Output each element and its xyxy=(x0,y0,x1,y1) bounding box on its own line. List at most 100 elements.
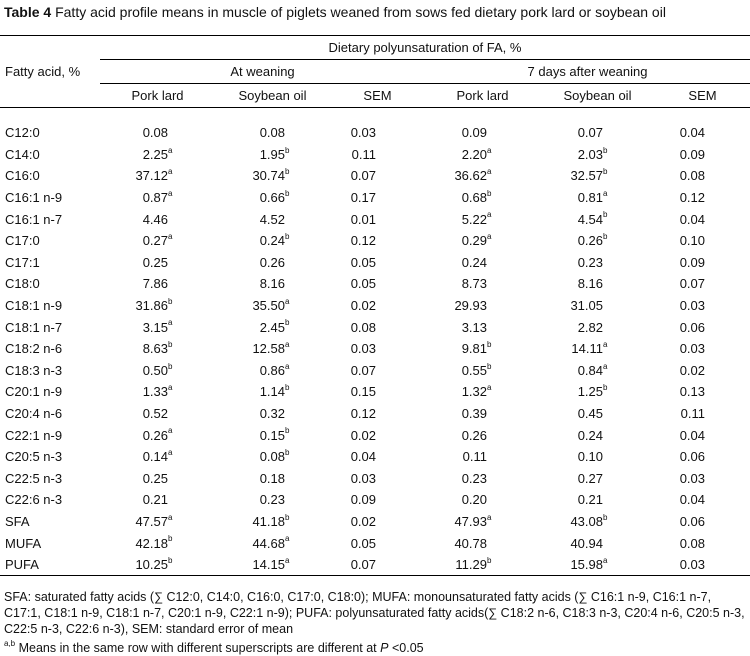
row-label: C18:1 n-7 xyxy=(5,319,63,335)
cell-value: 32.57 xyxy=(570,168,603,184)
table-cell: 0.04 xyxy=(655,208,750,230)
cell-value: 0.08 xyxy=(679,168,705,184)
cell-value: 0.81 xyxy=(577,190,603,206)
cell-value: 14.15 xyxy=(252,557,285,573)
table-title: Table 4 Fatty acid profile means in musc… xyxy=(4,4,666,20)
table-row: PUFA 10.25b 14.15a 0.07 11.29b 15.98a 0.03 xyxy=(0,554,750,576)
table-cell: 37.12a xyxy=(135,167,173,184)
table-cell: 0.15b xyxy=(259,426,290,443)
table-cell: 47.93a xyxy=(454,512,492,529)
column-header: Soybean oil xyxy=(215,83,330,108)
cell-value: 4.46 xyxy=(142,211,168,227)
table-cell: 42.18b xyxy=(135,534,173,551)
cell-value: 0.07 xyxy=(577,125,603,141)
cell-value: 0.86 xyxy=(259,362,285,378)
table-cell: 2.45b xyxy=(259,318,290,335)
cell-value: 2.03 xyxy=(577,146,603,162)
cell-value: 0.52 xyxy=(142,406,168,422)
table-cell: 0.10 xyxy=(655,230,750,252)
cell-value: 0.29 xyxy=(461,233,487,249)
cell-value: 0.25 xyxy=(142,254,168,270)
cell-value: 0.09 xyxy=(461,125,487,141)
table-cell: 0.32 xyxy=(215,403,330,425)
cell-value: 0.04 xyxy=(679,211,705,227)
table-cell: 0.08 xyxy=(655,165,750,187)
table-row: C18:2 n-6 8.63b 12.58a 0.03 9.81b 14.11a 0.03 xyxy=(0,338,750,360)
row-label: C18:0 xyxy=(5,276,40,292)
table-cell: 2.82 xyxy=(540,316,655,338)
table-cell: 0.06 xyxy=(655,511,750,533)
cell-value: 2.45 xyxy=(259,319,285,335)
cell-value: 0.21 xyxy=(577,492,603,508)
cell-value: 0.32 xyxy=(259,406,285,422)
group-header: 7 days after weaning xyxy=(425,59,750,84)
cell-value: 0.08 xyxy=(259,125,285,141)
row-label: C20:5 n-3 xyxy=(5,449,63,465)
table-row: C20:1 n-9 1.33a 1.14b 0.15 1.32a 1.25b 0.13 xyxy=(0,381,750,403)
cell-value: 0.39 xyxy=(461,406,487,422)
row-label: C16:1 n-9 xyxy=(5,190,63,206)
cell-value: 3.15 xyxy=(142,319,168,335)
cell-value: 10.25 xyxy=(135,557,168,573)
cell-value: 0.10 xyxy=(577,449,603,465)
table-cell: 4.46 xyxy=(100,208,215,230)
cell-value: 0.15 xyxy=(259,427,285,443)
cell-value: 0.08 xyxy=(259,449,285,465)
cell-value: 0.23 xyxy=(577,254,603,270)
cell-value: 0.01 xyxy=(350,211,376,227)
cell-value: 0.20 xyxy=(461,492,487,508)
row-label: C16:1 n-7 xyxy=(5,211,63,227)
table-row: C17:0 0.27a 0.24b 0.12 0.29a 0.26b 0.10 xyxy=(0,230,750,252)
cell-value: 0.27 xyxy=(577,470,603,486)
row-label: C22:5 n-3 xyxy=(5,470,63,486)
table-row: C22:6 n-3 0.21 0.23 0.09 0.20 0.21 0.04 xyxy=(0,489,750,511)
cell-value: 0.87 xyxy=(142,190,168,206)
cell-value: 29.93 xyxy=(454,298,487,314)
table-cell: 0.05 xyxy=(330,273,425,295)
table-cell: 41.18b xyxy=(252,512,290,529)
cell-value: 0.24 xyxy=(259,233,285,249)
table-number: Table 4 xyxy=(4,4,52,20)
column-header: Soybean oil xyxy=(540,83,655,108)
cell-value: 0.03 xyxy=(679,341,705,357)
table-cell: 0.03 xyxy=(655,468,750,490)
table-row: C20:4 n-6 0.52 0.32 0.12 0.39 0.45 0.11 xyxy=(0,403,750,425)
table-cell: 0.07 xyxy=(540,108,655,144)
cell-value: 0.11 xyxy=(462,449,487,465)
table-row: C16:0 37.12a 30.74b 0.07 36.62a 32.57b 0.08 xyxy=(0,165,750,187)
cell-value: 0.05 xyxy=(350,276,376,292)
table-cell: 0.10 xyxy=(540,446,655,468)
table-cell: 0.11 xyxy=(425,446,540,468)
cell-value: 0.13 xyxy=(679,384,705,400)
cell-value: 0.26 xyxy=(577,233,603,249)
table-cell: 0.02 xyxy=(330,295,425,317)
cell-value: 0.06 xyxy=(679,449,705,465)
table-cell: 0.23 xyxy=(540,252,655,274)
table-cell: 3.13 xyxy=(425,316,540,338)
table-cell: 8.16 xyxy=(215,273,330,295)
table-cell: 0.27 xyxy=(540,468,655,490)
cell-value: 0.68 xyxy=(461,190,487,206)
cell-value: 40.94 xyxy=(570,535,603,551)
cell-value: 8.63 xyxy=(142,341,168,357)
note-text: Means in the same row with different sup… xyxy=(18,641,377,656)
cell-value: 0.66 xyxy=(259,190,285,206)
cell-value: 0.26 xyxy=(259,254,285,270)
table-cell: 0.17 xyxy=(330,187,425,209)
significance-note: a,b Means in the same row with different… xyxy=(4,637,746,656)
table-cell: 0.04 xyxy=(655,424,750,446)
cell-value: 37.12 xyxy=(135,168,168,184)
row-label: MUFA xyxy=(5,535,42,551)
table-row: SFA 47.57a 41.18b 0.02 47.93a 43.08b 0.06 xyxy=(0,511,750,533)
cell-value: 0.03 xyxy=(350,341,376,357)
cell-value: 0.23 xyxy=(461,470,487,486)
cell-value: 0.27 xyxy=(142,233,168,249)
table-row: C22:1 n-9 0.26a 0.15b 0.02 0.26 0.24 0.04 xyxy=(0,424,750,446)
row-label: C22:1 n-9 xyxy=(5,427,63,443)
table-cell: 1.32a xyxy=(461,383,492,400)
row-label: C12:0 xyxy=(5,125,40,141)
table-cell: 40.78 xyxy=(425,532,540,554)
table-cell: 0.08 xyxy=(655,532,750,554)
table-row: C16:1 n-7 4.46 4.52 0.01 5.22a 4.54b 0.04 xyxy=(0,208,750,230)
cell-value: 14.11 xyxy=(571,341,603,357)
